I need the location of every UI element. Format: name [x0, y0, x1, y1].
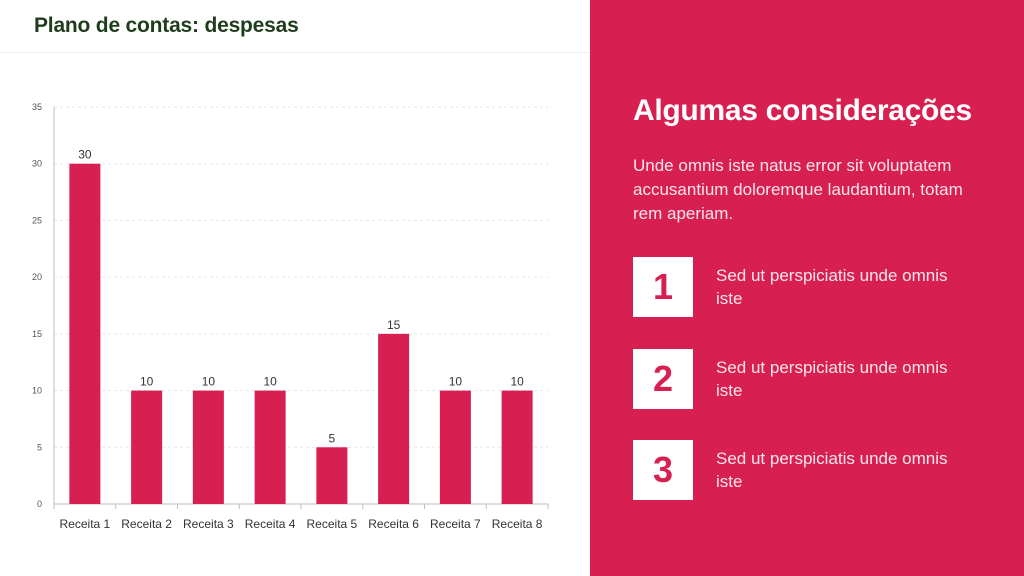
y-tick-label: 30 — [32, 159, 42, 169]
point-item-3: 3 Sed ut perspiciatis unde omnis iste — [633, 440, 993, 500]
considerations-panel: Algumas considerações Unde omnis iste na… — [590, 0, 1024, 576]
panel-heading: Algumas considerações — [633, 94, 972, 127]
data-label: 15 — [387, 318, 401, 332]
x-tick-label: Receita 3 — [183, 517, 234, 531]
data-label: 5 — [329, 431, 336, 445]
bar — [192, 390, 224, 504]
y-tick-label: 35 — [32, 102, 42, 112]
data-label: 10 — [202, 375, 216, 389]
x-tick-label: Receita 6 — [368, 517, 419, 531]
bar — [439, 390, 471, 504]
data-label: 10 — [140, 375, 154, 389]
bar — [378, 333, 410, 504]
x-tick-label: Receita 8 — [492, 517, 543, 531]
y-tick-label: 20 — [32, 272, 42, 282]
panel-body-text: Unde omnis iste natus error sit voluptat… — [633, 156, 963, 223]
title-divider — [0, 52, 590, 53]
point-item-1: 1 Sed ut perspiciatis unde omnis iste — [633, 257, 993, 317]
bar-chart: 0 5 10 15 20 25 30 35 30 Receita 1 10 Receita 2 10 Re… — [0, 60, 590, 560]
data-label: 10 — [449, 375, 463, 389]
y-tick-label: 5 — [37, 442, 42, 452]
bar — [501, 390, 533, 504]
data-label: 10 — [263, 375, 277, 389]
point-text: Sed ut perspiciatis unde omnis iste — [716, 358, 948, 400]
x-tick-label: Receita 2 — [121, 517, 172, 531]
y-tick-label: 15 — [32, 329, 42, 339]
point-number-box: 1 — [633, 257, 693, 317]
x-tick-label: Receita 4 — [245, 517, 296, 531]
bar — [254, 390, 286, 504]
bar — [316, 447, 348, 504]
slide-title: Plano de contas: despesas — [34, 14, 299, 37]
point-number-box: 3 — [633, 440, 693, 500]
y-tick-label: 0 — [37, 499, 42, 509]
bar-chart-svg: 0 5 10 15 20 25 30 35 30 Receita 1 10 Receita 2 10 Re… — [32, 102, 549, 531]
point-item-2: 2 Sed ut perspiciatis unde omnis iste — [633, 349, 993, 409]
y-tick-label: 25 — [32, 215, 42, 225]
point-text: Sed ut perspiciatis unde omnis iste — [716, 449, 948, 491]
x-tick-label: Receita 5 — [307, 517, 358, 531]
point-text: Sed ut perspiciatis unde omnis iste — [716, 266, 948, 308]
point-number-box: 2 — [633, 349, 693, 409]
bar — [69, 163, 101, 504]
data-label: 10 — [510, 375, 524, 389]
x-tick-label: Receita 1 — [60, 517, 111, 531]
bar — [131, 390, 163, 504]
x-tick-label: Receita 7 — [430, 517, 481, 531]
y-tick-label: 10 — [32, 386, 42, 396]
data-label: 30 — [78, 148, 92, 162]
